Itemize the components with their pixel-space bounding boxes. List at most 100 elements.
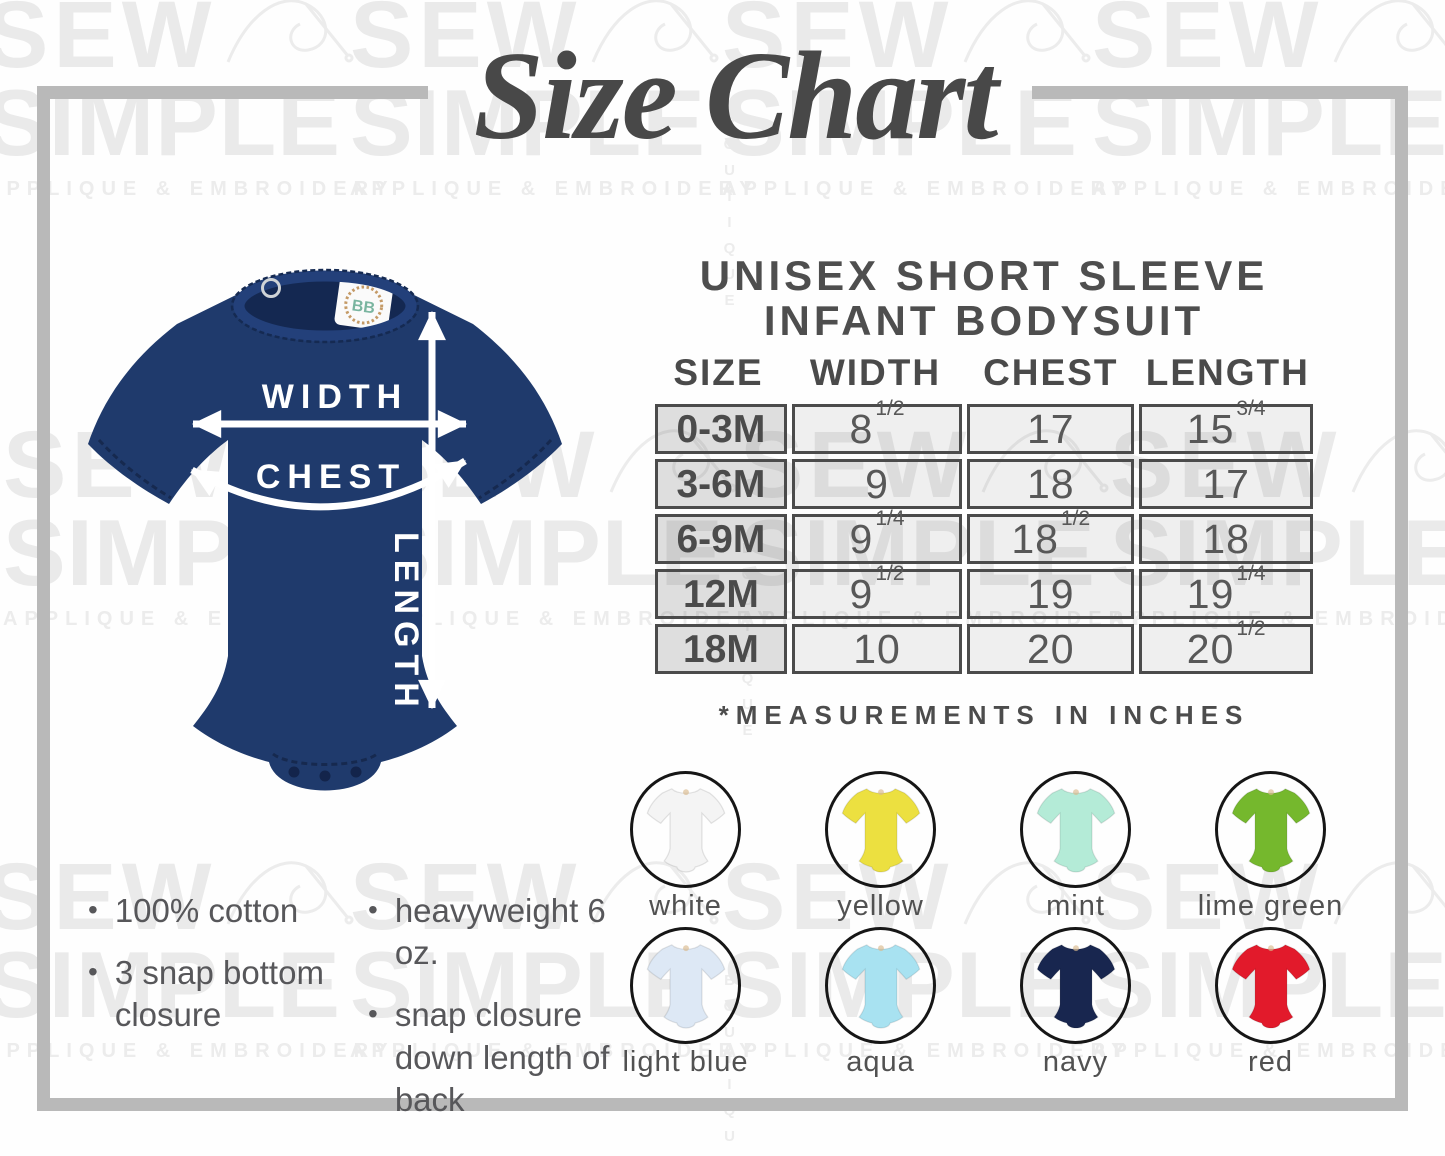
column-header-size: SIZE: [673, 352, 764, 393]
size-cell: 0-3M: [655, 404, 787, 454]
chest-cell: 20: [967, 624, 1135, 674]
frame-border-segment: [1032, 86, 1408, 99]
color-swatch-lime-green: lime green: [1198, 771, 1343, 927]
color-swatch-yellow: yellow: [825, 771, 936, 927]
length-cell: 201/2: [1139, 618, 1313, 674]
chest-cell: 17: [967, 404, 1135, 454]
size-cell: 3-6M: [655, 459, 787, 509]
width-cell: 81/2: [791, 398, 963, 454]
needle-thread-icon: [1334, 0, 1445, 63]
color-swatch-red: red: [1215, 927, 1326, 1083]
collar-stitching: [230, 268, 420, 344]
feature-list: • 100% cotton • 3 snap bottom closure • heav…: [88, 890, 626, 1121]
seam-stitching: [97, 438, 553, 766]
watermark-word-sew: SEW: [1092, 0, 1324, 88]
width-cell: 91/2: [791, 563, 963, 619]
watermark-word-sew: SEW: [0, 0, 217, 88]
swatch-circle: [1020, 771, 1131, 888]
bullet-icon: •: [368, 894, 378, 925]
color-label: lime green: [1197, 890, 1344, 922]
table-row: 6-9M 91/4 181/2 18: [655, 508, 1313, 564]
width-cell: 10: [791, 624, 963, 674]
table-row: 18M 10 20 201/2: [655, 618, 1313, 674]
color-label: red: [1248, 1046, 1293, 1078]
mini-bodysuit-icon: [1036, 943, 1115, 1029]
table-column-headers: SIZE WIDTH CHEST LENGTH: [650, 352, 1318, 394]
product-heading-line1: UNISEX SHORT SLEEVE: [699, 252, 1269, 299]
frame-border-segment: [37, 1098, 1408, 1111]
table-row: 3-6M 9 18 17: [655, 459, 1313, 509]
column-header-chest: CHEST: [983, 352, 1119, 393]
feature-column-right: • heavyweight 6 oz. • snap closure down len…: [368, 890, 626, 1121]
product-heading-line2: INFANT BODYSUIT: [763, 297, 1205, 345]
swatch-circle: [825, 771, 936, 888]
mini-bodysuit-icon: [841, 787, 920, 873]
bullet-icon: •: [88, 956, 98, 988]
size-table: 0-3M 81/2 17 153/4 3-6M 9 18 17 6-9M 91/4 181/2 18 1…: [650, 398, 1318, 679]
color-label: mint: [1046, 890, 1105, 922]
feature-column-left: • 100% cotton • 3 snap bottom closure: [88, 890, 340, 1121]
collar-band: [233, 270, 417, 342]
color-swatch-mint: mint: [1020, 771, 1131, 927]
product-heading: UNISEX SHORT SLEEVE INFANT BODYSUIT: [640, 253, 1328, 344]
chest-cell: 181/2: [967, 508, 1135, 564]
needle-thread-icon: [227, 0, 354, 63]
neck-tag: BB: [334, 277, 394, 331]
mini-bodysuit-icon: [1036, 787, 1115, 873]
length-cell: 191/4: [1139, 563, 1313, 619]
length-cell: 17: [1139, 459, 1313, 509]
swatch-circle: [825, 927, 936, 1044]
measurements-footnote: *MEASUREMENTS IN INCHES: [718, 700, 1250, 730]
table-row: 0-3M 81/2 17 153/4: [655, 398, 1313, 454]
chest-cell: 18: [967, 459, 1135, 509]
feature-item: • snap closure down length of back: [368, 994, 626, 1121]
size-cell: 6-9M: [655, 514, 787, 564]
chest-label: CHEST: [256, 458, 406, 496]
length-cell: 153/4: [1139, 398, 1313, 454]
tag-logo-text: BB: [351, 297, 376, 317]
color-label: light blue: [622, 1046, 749, 1078]
column-header-width: WIDTH: [809, 352, 942, 393]
mini-bodysuit-icon: [1231, 943, 1310, 1029]
chest-cell: 19: [967, 569, 1135, 619]
column-header-length: LENGTH: [1145, 352, 1310, 393]
frame-border-segment: [37, 86, 50, 1111]
page-title: Size Chart: [473, 27, 999, 166]
color-swatch-light-blue: light blue: [622, 927, 748, 1083]
width-label: WIDTH: [262, 378, 408, 416]
shoulder-snap: [261, 278, 281, 298]
swatch-circle: [630, 771, 741, 888]
feature-item: • 3 snap bottom closure: [88, 952, 340, 1036]
bullet-icon: •: [88, 894, 98, 925]
length-cell: 18: [1139, 514, 1313, 564]
frame-border-segment: [1395, 86, 1408, 1111]
mini-bodysuit-icon: [1231, 787, 1310, 873]
width-cell: 9: [791, 459, 963, 509]
feature-item: • heavyweight 6 oz.: [368, 890, 626, 974]
crotch-snaps: [288, 766, 362, 782]
swatch-circle: [1215, 771, 1326, 888]
length-label: LENGTH: [387, 532, 425, 714]
color-swatch-white: white: [630, 771, 741, 927]
swatch-circle: [630, 927, 741, 1044]
watermark-tagline: APPLIQUE & EMBROIDERY: [1092, 178, 1445, 201]
swatch-circle: [1215, 927, 1326, 1044]
feature-item: • 100% cotton: [88, 890, 340, 932]
mini-bodysuit-icon: [646, 943, 725, 1029]
table-row: 12M 91/2 19 191/4: [655, 563, 1313, 619]
color-swatch-aqua: aqua: [825, 927, 936, 1083]
color-label: yellow: [837, 890, 924, 922]
bodysuit-measurement-diagram: BB WIDTH CHEST LENGTH: [88, 268, 562, 791]
frame-border-segment: [37, 86, 428, 99]
mini-bodysuit-icon: [646, 787, 725, 873]
color-swatch-navy: navy: [1020, 927, 1131, 1083]
bullet-icon: •: [368, 998, 378, 1030]
color-label: white: [649, 890, 722, 922]
width-cell: 91/4: [791, 508, 963, 564]
watermark-tagline: APPLIQUE & EMBROIDERY: [0, 178, 395, 201]
color-swatch-grid: white yellow mint lime green light blue aqua n…: [588, 771, 1370, 1083]
size-cell: 12M: [655, 569, 787, 619]
